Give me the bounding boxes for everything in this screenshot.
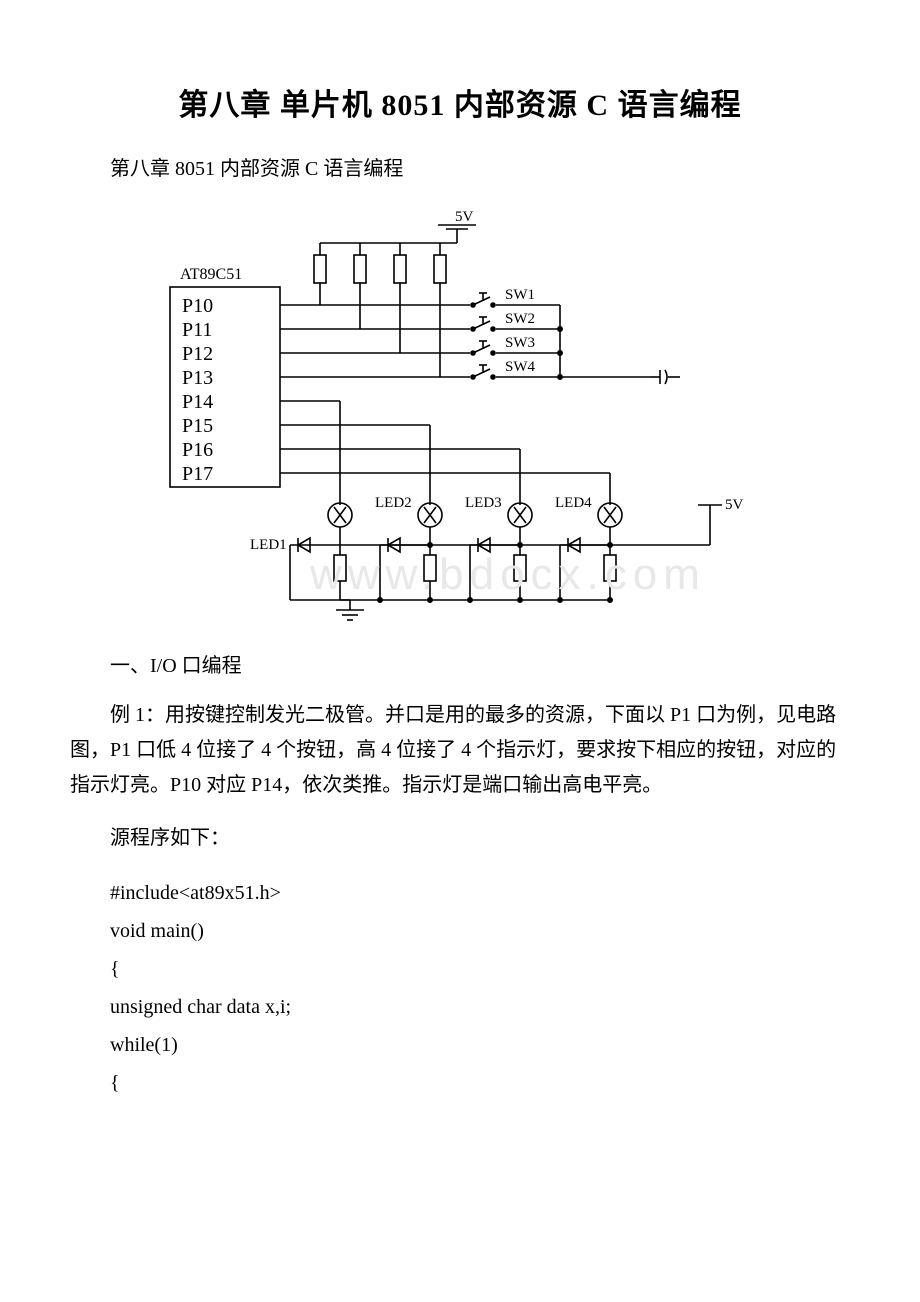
pin-p16: P16 xyxy=(182,439,213,461)
switch-sw3: SW3 xyxy=(471,335,560,355)
code-line-1: #include<at89x51.h> xyxy=(70,874,850,912)
code-line-5: while(1) xyxy=(70,1026,850,1064)
svg-text:SW4: SW4 xyxy=(505,359,536,375)
pin-p14: P14 xyxy=(182,391,213,413)
pin-p12: P12 xyxy=(182,343,213,365)
section-heading-io: 一、I/O 口编程 xyxy=(70,649,850,678)
led-2: LED2 xyxy=(375,495,442,600)
switch-sw1: SW1 xyxy=(471,287,560,307)
svg-text:SW1: SW1 xyxy=(505,287,535,303)
svg-text:LED1: LED1 xyxy=(250,537,287,553)
svg-text:LED4: LED4 xyxy=(555,495,592,511)
svg-text:LED3: LED3 xyxy=(465,495,502,511)
chip-label: AT89C51 xyxy=(180,266,242,283)
label-5v-right: 5V xyxy=(725,497,744,513)
example-paragraph: 例 1：用按键控制发光二极管。并口是用的最多的资源，下面以 P1 口为例，见电路… xyxy=(70,698,850,803)
svg-text:LED2: LED2 xyxy=(375,495,412,511)
pin-p11: P11 xyxy=(182,319,212,341)
pin-p15: P15 xyxy=(182,415,213,437)
led-4: LED4 xyxy=(555,495,622,600)
page-title: 第八章 单片机 8051 内部资源 C 语言编程 xyxy=(70,80,850,124)
code-line-2: void main() xyxy=(70,912,850,950)
led-3: LED3 xyxy=(465,495,532,600)
code-line-4: unsigned char data x,i; xyxy=(70,988,850,1026)
led-1: LED1 xyxy=(250,503,352,600)
pin-p13: P13 xyxy=(182,367,213,389)
code-line-3: { xyxy=(70,950,850,988)
code-line-6: { xyxy=(70,1064,850,1102)
chapter-subtitle: 第八章 8051 内部资源 C 语言编程 xyxy=(70,152,850,181)
label-5v-top: 5V xyxy=(455,209,474,225)
circuit-diagram: 5V xyxy=(150,205,770,625)
pin-p10: P10 xyxy=(182,295,213,317)
svg-text:SW3: SW3 xyxy=(505,335,535,351)
source-label: 源程序如下： xyxy=(70,821,850,856)
switch-sw2: SW2 xyxy=(471,311,560,331)
svg-text:SW2: SW2 xyxy=(505,311,535,327)
pin-p17: P17 xyxy=(182,463,213,485)
